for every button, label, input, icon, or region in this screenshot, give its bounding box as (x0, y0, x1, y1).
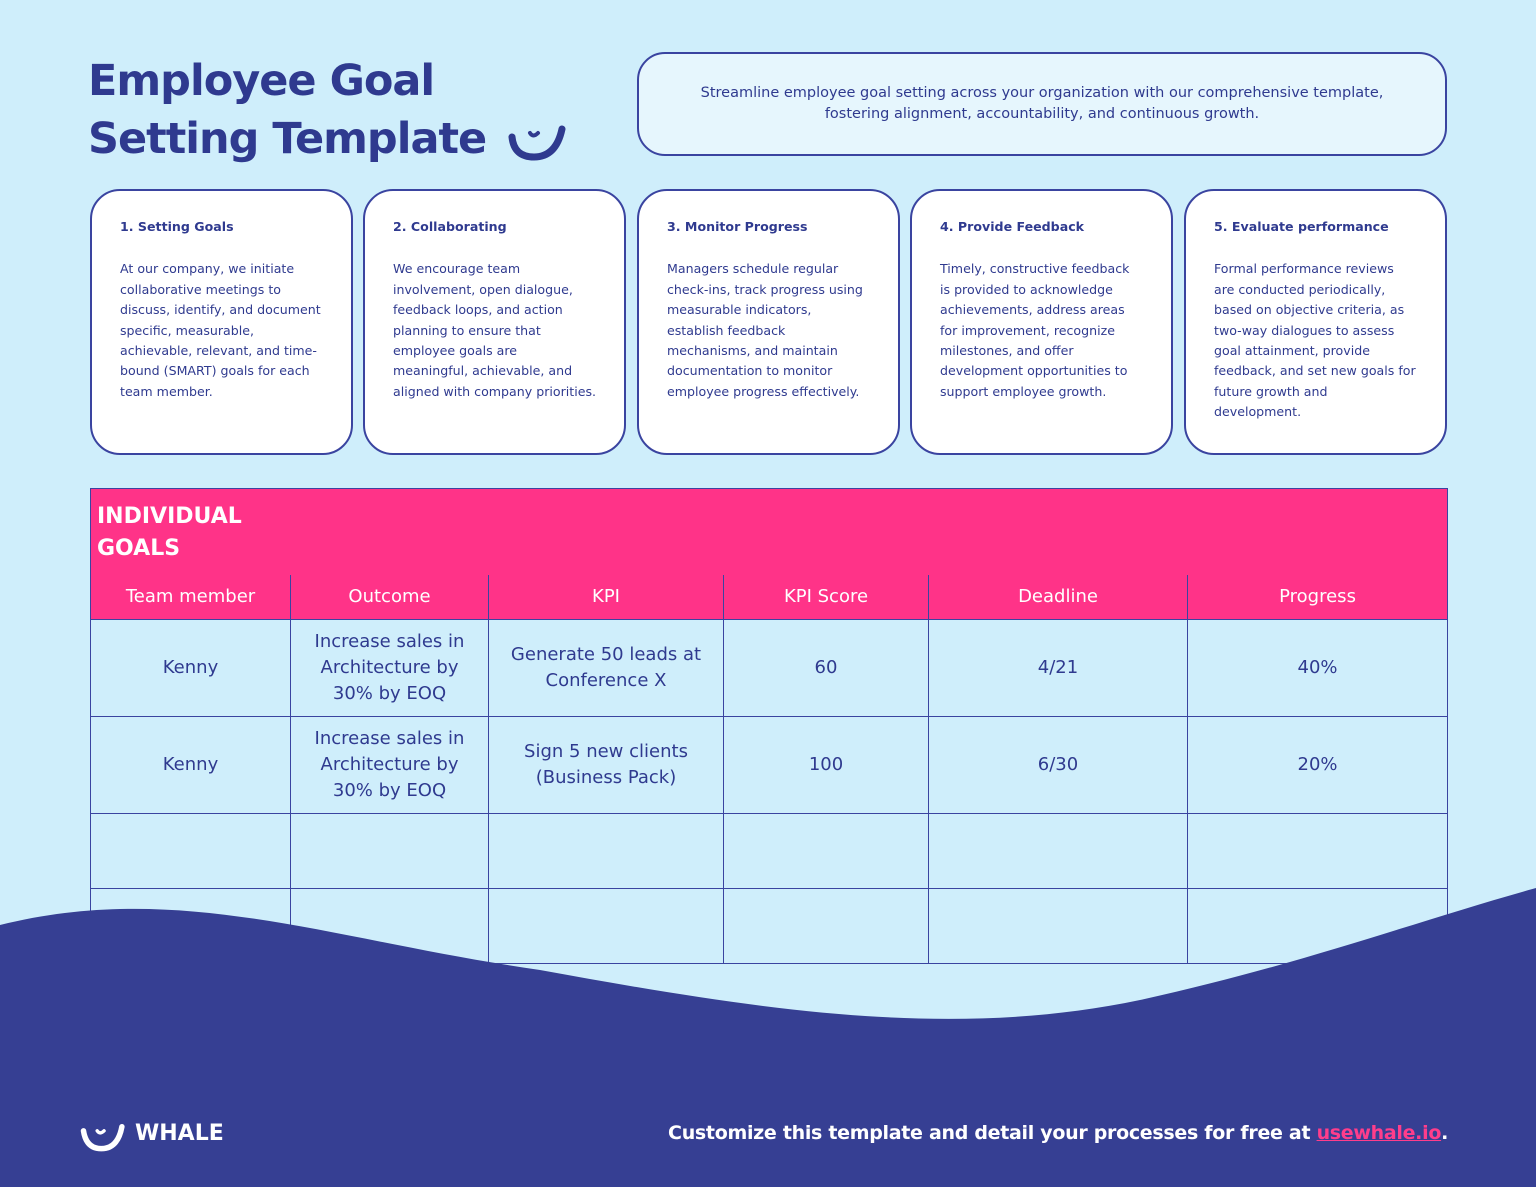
step-card: 3. Monitor Progress Managers schedule reg… (637, 189, 900, 455)
table-title-line: GOALS (97, 536, 181, 561)
table-cell: 60 (723, 618, 929, 717)
cta-end: . (1441, 1122, 1448, 1144)
intro: Streamline employee goal setting across … (637, 52, 1447, 156)
step-title: 5. Evaluate performance (1214, 219, 1389, 234)
table-cell: 6/30 (928, 715, 1188, 814)
column-header: Deadline (928, 575, 1188, 620)
empty-cell (488, 887, 724, 964)
step-card: 4. Provide Feedback Timely, constructive … (910, 189, 1173, 455)
wave (0, 888, 1536, 1187)
cta-text: Customize this template and detail your … (668, 1122, 1317, 1144)
table-cell: Increase sales in Architecture by 30% by… (290, 618, 489, 717)
empty-cell (928, 812, 1188, 889)
table-title-line: INDIVIDUAL (97, 504, 242, 529)
footer-cta: Customize this template and detail your … (668, 1122, 1448, 1144)
table-row: Kenny Increase sales in Architecture by 3… (90, 618, 1449, 717)
empty-cell (488, 812, 724, 889)
step-text: Formal performance reviews are conducted… (1214, 261, 1416, 420)
smile-icon (508, 125, 566, 161)
column-header: KPI Score (723, 575, 929, 620)
step-title: 1. Setting Goals (120, 219, 234, 234)
step-card: 2. Collaborating We encourage team involv… (363, 189, 626, 455)
table-cell: 100 (723, 715, 929, 814)
title-line: Employee Goal (88, 56, 435, 106)
step-title: 2. Collaborating (393, 219, 507, 234)
empty-cell (723, 887, 929, 964)
table-cell: Sign 5 new clients (Business Pack) (488, 715, 724, 814)
step-text: We encourage team involvement, open dial… (393, 261, 597, 399)
table-row: Kenny Increase sales in Architecture by 3… (90, 715, 1449, 814)
table-cell: 20% (1186, 715, 1449, 814)
table-cell: Kenny (90, 618, 291, 717)
table-cell: Increase sales in Architecture by 30% by… (290, 715, 489, 814)
table-cell: 4/21 (928, 618, 1188, 717)
step-title: 3. Monitor Progress (667, 219, 808, 234)
empty-cell (290, 812, 489, 889)
column-header: Outcome (290, 575, 489, 620)
column-header: KPI (488, 575, 724, 620)
step-text: Timely, constructive feedback is provide… (940, 261, 1130, 399)
step-card: 5. Evaluate performance Formal performanc… (1184, 189, 1447, 455)
title-line: Setting Template (88, 110, 570, 168)
table-title: INDIVIDUAL GOALS (89, 488, 1449, 575)
goals-table: INDIVIDUAL GOALS Team member Outcome KPI KPI… (89, 488, 1449, 964)
step-card: 1. Setting Goals At our company, we initi… (90, 189, 353, 455)
brand-icon (80, 1123, 125, 1152)
empty-cell (1186, 812, 1449, 889)
title: Employee Goal Setting Template (88, 52, 570, 168)
empty-cell (723, 812, 929, 889)
empty-cell (90, 812, 291, 889)
brand: WHALE (135, 1121, 224, 1146)
table-cell: Generate 50 leads at Conference X (488, 618, 724, 717)
table-cell: Kenny (90, 715, 291, 814)
step-text: Managers schedule regular check-ins, tra… (667, 261, 863, 399)
step-title: 4. Provide Feedback (940, 219, 1085, 234)
column-header: Team member (90, 575, 291, 620)
step-text: At our company, we initiate collaborativ… (120, 261, 321, 399)
empty-row (90, 812, 1449, 889)
header-row: Team member Outcome KPI KPI Score Deadline Pr… (90, 575, 1449, 620)
cta-link[interactable]: usewhale.io (1316, 1122, 1442, 1144)
title-text: Setting Template (88, 114, 487, 164)
column-header: Progress (1186, 575, 1449, 620)
table-cell: 40% (1186, 618, 1449, 717)
